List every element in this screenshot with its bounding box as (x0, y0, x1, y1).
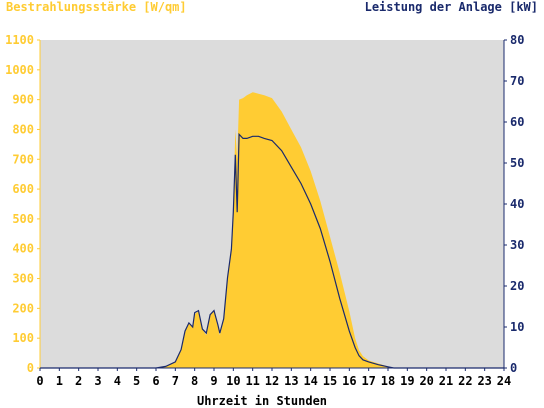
labels-layer: 0100200300400500600700800900100011000102… (5, 33, 524, 388)
left-tick-label: 0 (27, 361, 34, 375)
x-tick-label: 2 (75, 374, 82, 388)
x-tick-label: 19 (400, 374, 414, 388)
x-axis-title: Uhrzeit in Stunden (197, 394, 327, 408)
left-tick-label: 800 (12, 122, 34, 136)
x-tick-label: 20 (419, 374, 433, 388)
power-line-series (40, 132, 504, 369)
left-tick-label: 500 (12, 212, 34, 226)
x-tick-label: 0 (36, 374, 43, 388)
x-tick-label: 16 (342, 374, 356, 388)
left-tick-label: 400 (12, 242, 34, 256)
left-tick-label: 200 (12, 301, 34, 315)
left-axis-title: Bestrahlungsstärke [W/qm] (6, 0, 187, 14)
irradiance-area-series (40, 92, 504, 368)
x-tick-label: 23 (477, 374, 491, 388)
x-tick-label: 3 (94, 374, 101, 388)
right-tick-label: 50 (510, 156, 524, 170)
x-tick-label: 22 (458, 374, 472, 388)
x-tick-label: 9 (210, 374, 217, 388)
left-tick-label: 900 (12, 93, 34, 107)
axes-layer (37, 39, 507, 371)
right-tick-label: 70 (510, 74, 524, 88)
left-tick-label: 100 (12, 331, 34, 345)
right-tick-label: 30 (510, 238, 524, 252)
x-tick-label: 10 (226, 374, 240, 388)
x-tick-label: 4 (114, 374, 121, 388)
x-tick-label: 7 (172, 374, 179, 388)
x-tick-label: 12 (265, 374, 279, 388)
right-tick-label: 80 (510, 33, 524, 47)
x-tick-label: 1 (56, 374, 63, 388)
x-tick-label: 21 (439, 374, 453, 388)
left-tick-label: 300 (12, 272, 34, 286)
right-axis-title: Leistung der Anlage [kW] (365, 0, 538, 14)
right-tick-label: 60 (510, 115, 524, 129)
x-tick-label: 15 (323, 374, 337, 388)
left-tick-label: 700 (12, 152, 34, 166)
x-tick-label: 11 (245, 374, 259, 388)
left-tick-label: 1100 (5, 33, 34, 47)
x-tick-label: 18 (381, 374, 395, 388)
x-tick-label: 5 (133, 374, 140, 388)
x-tick-label: 24 (497, 374, 511, 388)
x-tick-label: 8 (191, 374, 198, 388)
right-tick-label: 20 (510, 279, 524, 293)
x-tick-label: 14 (303, 374, 317, 388)
right-tick-label: 10 (510, 320, 524, 334)
left-tick-label: 600 (12, 182, 34, 196)
left-tick-label: 1000 (5, 63, 34, 77)
x-tick-label: 6 (152, 374, 159, 388)
series-layer (40, 92, 504, 369)
right-tick-label: 0 (510, 361, 517, 375)
x-tick-label: 17 (361, 374, 375, 388)
x-tick-label: 13 (284, 374, 298, 388)
right-tick-label: 40 (510, 197, 524, 211)
